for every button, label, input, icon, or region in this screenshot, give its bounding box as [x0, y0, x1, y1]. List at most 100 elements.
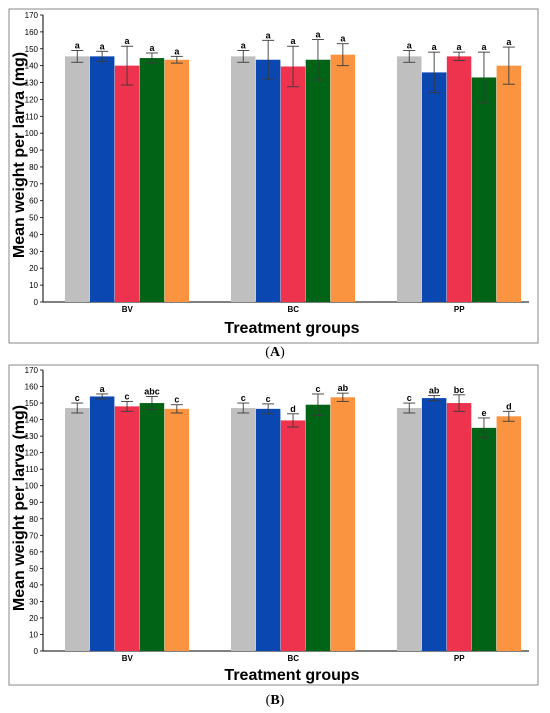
y-tick-label-a: 70: [29, 180, 38, 189]
bar-b: [139, 403, 165, 651]
bar-a: [89, 56, 115, 303]
significance-label-a: a: [149, 43, 155, 53]
bar-b: [89, 396, 115, 651]
y-tick-label-a: 120: [25, 95, 39, 104]
y-tick-label-a: 80: [29, 163, 38, 172]
significance-label-a: a: [174, 46, 180, 56]
significance-label-b: a: [100, 384, 106, 394]
bar-b: [164, 408, 190, 651]
bar-b: [231, 408, 256, 651]
bar-b: [255, 408, 281, 651]
y-axis-label-a: Mean weight per larva (mg): [11, 52, 28, 258]
significance-label-b: ab: [338, 383, 349, 393]
y-tick-label-b: 160: [25, 383, 39, 392]
significance-label-b: d: [506, 401, 512, 411]
bar-a: [114, 65, 140, 302]
significance-label-a: a: [340, 34, 346, 44]
y-tick-label-b: 150: [25, 399, 39, 408]
y-tick-label-a: 40: [29, 230, 38, 239]
y-tick-label-a: 50: [29, 214, 38, 223]
y-tick-label-b: 30: [29, 597, 38, 606]
bar-a: [496, 65, 522, 302]
significance-label-b: e: [481, 408, 486, 418]
category-label-b: BV: [122, 654, 134, 663]
panel-letter-a: A: [270, 345, 281, 360]
y-tick-label-a: 150: [25, 45, 39, 54]
significance-label-b: c: [407, 393, 412, 403]
significance-label-b: c: [75, 393, 80, 403]
y-tick-label-b: 130: [25, 432, 39, 441]
significance-label-b: c: [241, 393, 246, 403]
y-tick-label-b: 70: [29, 531, 38, 540]
significance-label-b: c: [266, 394, 271, 404]
bar-b: [330, 397, 356, 651]
significance-label-a: a: [100, 41, 106, 51]
y-tick-label-b: 60: [29, 548, 38, 557]
y-tick-label-b: 40: [29, 581, 38, 590]
y-tick-label-b: 90: [29, 498, 38, 507]
y-tick-label-b: 140: [25, 416, 39, 425]
bar-a: [255, 59, 281, 302]
bar-a: [280, 66, 306, 302]
bar-a: [397, 56, 422, 303]
bar-a: [421, 72, 447, 303]
bar-b: [496, 416, 522, 651]
y-axis-label-b: Mean weight per larva (mg): [11, 405, 28, 611]
significance-label-b: c: [125, 391, 130, 401]
x-axis-label-b: Treatment groups: [224, 667, 359, 684]
y-tick-label-b: 0: [34, 647, 39, 656]
y-tick-label-b: 170: [25, 366, 39, 375]
panel-b-caption: (B): [266, 693, 285, 708]
significance-label-b: c: [174, 395, 179, 405]
y-tick-label-a: 160: [25, 28, 39, 37]
significance-label-a: a: [125, 36, 131, 46]
bar-b: [114, 406, 140, 651]
panel-b: Mean weight per larva (mg) Treatment gro…: [8, 364, 539, 686]
significance-label-a: a: [457, 42, 463, 52]
y-tick-label-a: 110: [25, 112, 38, 121]
y-tick-label-b: 20: [29, 614, 38, 623]
y-tick-label-a: 20: [29, 264, 38, 273]
y-tick-label-b: 100: [25, 482, 39, 491]
y-tick-label-a: 100: [25, 129, 39, 138]
category-label-b: PP: [454, 654, 465, 663]
significance-label-b: d: [290, 404, 296, 414]
y-tick-label-b: 80: [29, 515, 38, 524]
bar-b: [305, 404, 331, 651]
bar-a: [139, 58, 165, 302]
y-tick-label-b: 10: [29, 630, 38, 639]
bar-a: [65, 56, 90, 303]
bar-b: [65, 408, 90, 651]
significance-label-a: a: [291, 36, 297, 46]
bar-a: [305, 59, 331, 302]
category-label-a: BV: [122, 305, 134, 314]
y-tick-label-a: 10: [29, 281, 38, 290]
significance-label-a: a: [266, 30, 272, 40]
y-tick-label-b: 120: [25, 449, 39, 458]
y-tick-label-a: 130: [25, 79, 39, 88]
y-tick-label-a: 30: [29, 247, 38, 256]
y-tick-label-b: 110: [25, 465, 38, 474]
significance-label-a: a: [506, 37, 512, 47]
significance-label-a: a: [481, 42, 487, 52]
y-tick-label-a: 60: [29, 197, 38, 206]
bar-b: [280, 420, 306, 651]
category-label-a: BC: [287, 305, 299, 314]
bar-a: [446, 56, 472, 303]
category-label-b: BC: [287, 654, 299, 663]
panel-a-caption: (A): [265, 345, 285, 360]
bar-b: [397, 408, 422, 651]
significance-label-a: a: [241, 40, 247, 50]
significance-label-b: c: [315, 384, 320, 394]
y-tick-label-a: 140: [25, 62, 39, 71]
bar-b: [471, 427, 497, 651]
significance-label-a: a: [75, 40, 81, 50]
panel-label-b: (B): [266, 693, 285, 708]
bar-a: [231, 56, 256, 303]
significance-label-a: a: [407, 40, 413, 50]
bar-a: [471, 77, 497, 302]
significance-label-b: bc: [454, 385, 465, 395]
bar-b: [421, 398, 447, 651]
significance-label-a: a: [432, 42, 438, 52]
